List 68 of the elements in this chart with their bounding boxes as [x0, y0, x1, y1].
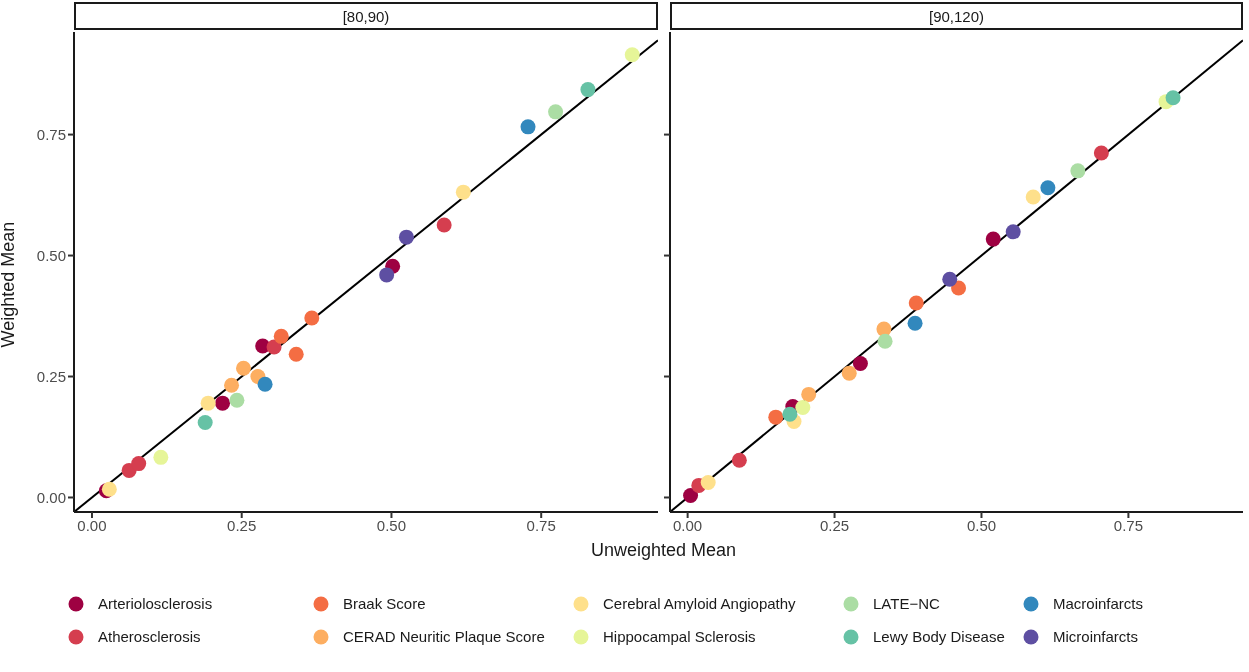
x-tick-label: 0.00 — [673, 516, 703, 534]
x-tick-label: 0.25 — [227, 516, 257, 534]
y-tick-label: 0.75 — [36, 125, 66, 143]
x-axis-title: Unweighted Mean — [589, 540, 738, 561]
point — [266, 339, 282, 355]
y-tick-label: 0.50 — [36, 246, 66, 264]
point — [304, 310, 320, 326]
x-tick-label: 0.50 — [376, 516, 407, 534]
point — [236, 360, 252, 376]
point — [288, 346, 304, 362]
legend-label: Braak Score — [343, 595, 426, 612]
point — [548, 104, 564, 120]
point — [436, 217, 452, 233]
point — [683, 488, 699, 504]
point — [520, 119, 536, 135]
legend-label: Arteriolosclerosis — [98, 595, 213, 612]
point — [852, 355, 868, 371]
x-tick-label: 0.25 — [819, 516, 850, 534]
point — [131, 456, 147, 472]
point — [908, 295, 924, 311]
point — [215, 395, 231, 411]
y-tick-label: 0.25 — [36, 367, 66, 385]
point — [224, 377, 240, 393]
chart-title: [90,120) — [670, 2, 1243, 30]
point — [801, 386, 817, 402]
point — [907, 315, 923, 331]
legend-label: CERAD Neuritic Plaque Score — [343, 628, 545, 645]
x-tick-label: 0.75 — [526, 516, 556, 534]
point — [200, 395, 216, 411]
point — [1040, 180, 1056, 196]
point — [1005, 224, 1021, 240]
point — [379, 267, 395, 283]
x-tick-label: 0.00 — [77, 516, 107, 534]
legend-label: Microinfarcts — [1053, 628, 1139, 645]
point — [257, 376, 273, 392]
point — [398, 229, 414, 245]
point — [951, 280, 967, 296]
point — [455, 184, 471, 200]
point — [795, 399, 811, 415]
point — [1165, 90, 1181, 106]
point — [273, 328, 289, 344]
point — [1025, 189, 1041, 205]
point — [700, 474, 716, 490]
point — [197, 414, 213, 430]
point — [153, 449, 169, 465]
legend-label: Cerebral Amyloid Angiopathy — [603, 595, 796, 612]
y-axis-title: Weighted Mean — [0, 221, 20, 347]
legend-label: Macroinfarcts — [1053, 595, 1144, 612]
point — [985, 231, 1001, 247]
legend-label: Hippocampal Sclerosis — [603, 628, 756, 645]
point — [782, 406, 798, 422]
point — [877, 333, 893, 349]
x-tick-label: 0.75 — [1113, 516, 1143, 534]
point — [1070, 163, 1086, 179]
point — [1093, 145, 1109, 161]
legend-label: Lewy Body Disease — [873, 628, 1005, 645]
legend-label: LATE−NC — [873, 595, 940, 612]
x-tick-label: 0.50 — [966, 516, 997, 534]
point — [768, 409, 784, 425]
point — [229, 392, 245, 408]
chart-title: [80,90) — [74, 2, 658, 30]
legend-label: Atherosclerosis — [98, 628, 201, 645]
point — [580, 82, 596, 98]
point — [731, 452, 747, 468]
y-tick-label: 0.00 — [36, 488, 66, 506]
point — [841, 365, 857, 381]
point — [942, 271, 958, 287]
point — [624, 47, 640, 63]
